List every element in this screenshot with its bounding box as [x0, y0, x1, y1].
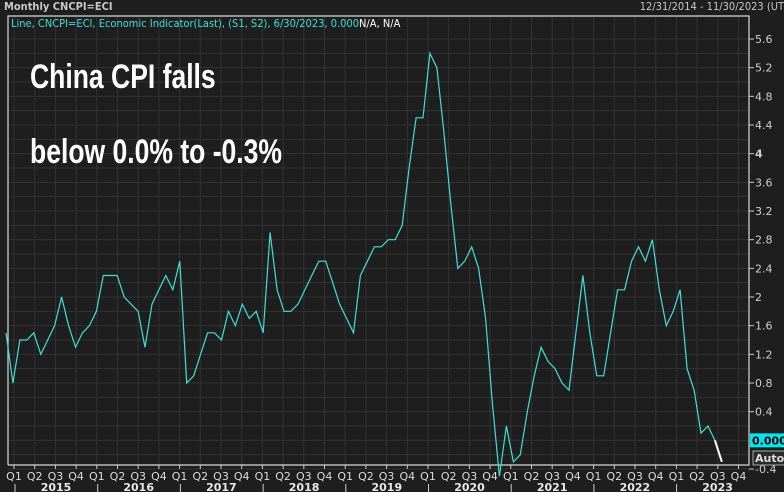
y-tick-label: 4.8 — [755, 90, 773, 103]
year-label: 2016 — [123, 481, 154, 492]
year-label: 2020 — [454, 481, 485, 492]
quarter-label: Q3 — [462, 470, 478, 483]
quarter-label: Q3 — [544, 470, 560, 483]
quarter-label: Q3 — [130, 470, 146, 483]
quarter-label: Q1 — [255, 470, 271, 483]
quarter-label: Q4 — [648, 470, 664, 483]
chart-title: Monthly CNCPI=ECI — [4, 0, 113, 13]
quarter-label: Q3 — [48, 470, 64, 483]
quarter-label: Q3 — [296, 470, 312, 483]
y-tick-label: 1.6 — [755, 320, 773, 333]
y-tick-label: 0.4 — [755, 406, 773, 419]
quarter-label: Q3 — [379, 470, 395, 483]
quarter-label: Q3 — [213, 470, 229, 483]
quarter-label: Q1 — [586, 470, 602, 483]
quarter-label: Q2 — [689, 470, 705, 483]
cpi-series-line — [5, 51, 716, 477]
quarter-label: Q4 — [565, 470, 581, 483]
y-tick-label: -0.4 — [755, 463, 776, 476]
quarter-label: Q1 — [337, 470, 353, 483]
quarter-label: Q2 — [441, 470, 457, 483]
quarter-label: Q1 — [420, 470, 436, 483]
last-value-label: 0.000 — [752, 434, 784, 447]
quarter-label: Q2 — [110, 470, 126, 483]
y-tick-label: 3.2 — [755, 205, 773, 218]
plot-frame — [7, 15, 750, 466]
y-tick-label: 4 — [755, 148, 763, 161]
quarter-label: Q1 — [89, 470, 105, 483]
quarter-label: Q2 — [524, 470, 540, 483]
year-label: 2018 — [289, 481, 320, 492]
year-label: 2015 — [41, 481, 72, 492]
y-tick-label: 5.6 — [755, 33, 773, 46]
y-tick-label: 5.2 — [755, 62, 773, 75]
y-tick-label: 4.4 — [755, 119, 773, 132]
quarter-label: Q2 — [606, 470, 622, 483]
year-label: 2022 — [620, 481, 651, 492]
date-range[interactable]: 12/31/2014 - 11/30/2023 (UTC — [639, 0, 784, 13]
quarter-label: Q2 — [275, 470, 291, 483]
y-tick-label: 3.6 — [755, 176, 773, 189]
y-tick-label: 1.2 — [755, 348, 773, 361]
quarter-label: Q1 — [6, 470, 22, 483]
quarter-label: Q1 — [503, 470, 519, 483]
headline-line2: below 0.0% to -0.3% — [30, 133, 283, 171]
y-tick-label: 2 — [755, 291, 762, 304]
quarter-label: Q3 — [627, 470, 643, 483]
quarter-label: Q4 — [731, 470, 747, 483]
last-value-badge — [750, 433, 784, 448]
auto-scale-button[interactable] — [752, 450, 784, 466]
quarter-label: Q2 — [27, 470, 43, 483]
latest-segment-line — [713, 440, 723, 463]
quarter-label: Q4 — [317, 470, 333, 483]
quarter-label: Q4 — [234, 470, 250, 483]
quarter-label: Q3 — [710, 470, 726, 483]
quarter-label: Q4 — [482, 470, 498, 483]
quarter-label: Q4 — [68, 470, 84, 483]
legend-text: Line, CNCPI=ECI, Economic Indicator(Last… — [11, 17, 360, 30]
quarter-label: Q1 — [669, 470, 685, 483]
legend-na: N/A, N/A — [359, 17, 401, 30]
year-label: 2019 — [371, 481, 402, 492]
quarter-label: Q2 — [192, 470, 208, 483]
series-legend: Line, CNCPI=ECI, Economic Indicator(Last… — [11, 17, 400, 30]
year-label: 2017 — [206, 481, 237, 492]
y-tick-label: 2.8 — [755, 234, 773, 247]
headline-line1: China CPI falls — [30, 58, 216, 96]
quarter-label: Q4 — [399, 470, 415, 483]
year-label: 2021 — [537, 481, 568, 492]
quarter-label: Q4 — [151, 470, 167, 483]
quarter-label: Q2 — [358, 470, 374, 483]
year-label: 2023 — [702, 481, 733, 492]
y-tick-label: 0.8 — [755, 377, 773, 390]
quarter-label: Q1 — [172, 470, 188, 483]
auto-scale-label: Auto — [755, 452, 784, 465]
y-tick-label: 2.4 — [755, 262, 773, 275]
